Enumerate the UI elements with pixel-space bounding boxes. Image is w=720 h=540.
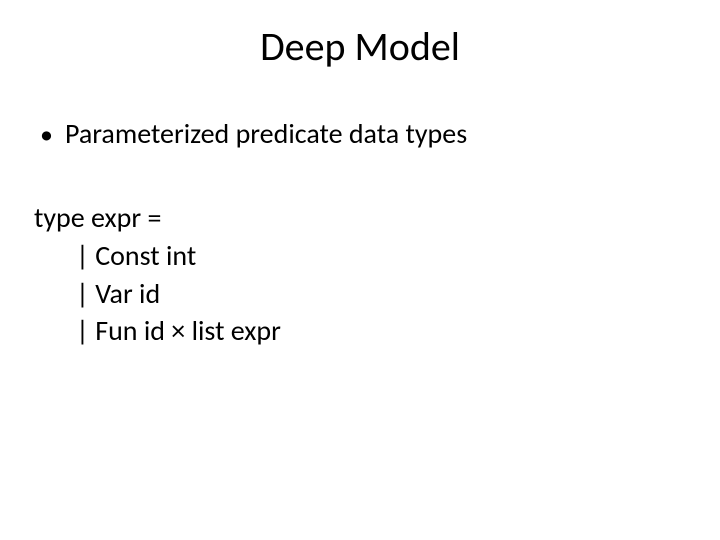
code-line-3: | Var id bbox=[34, 275, 680, 313]
code-line-2: | Const int bbox=[34, 237, 680, 275]
slide-title: Deep Model bbox=[0, 22, 720, 71]
code-line-4: | Fun id × list expr bbox=[34, 312, 680, 350]
code-line-1: type expr = bbox=[34, 199, 680, 237]
bullet-item: • Parameterized predicate data types bbox=[34, 116, 680, 151]
bullet-marker: • bbox=[40, 121, 53, 147]
type-definition: type expr = | Const int | Var id | Fun i… bbox=[34, 199, 680, 350]
slide: Deep Model • Parameterized predicate dat… bbox=[0, 0, 720, 540]
bullet-text: Parameterized predicate data types bbox=[65, 116, 467, 151]
slide-content: • Parameterized predicate data types typ… bbox=[34, 116, 680, 350]
